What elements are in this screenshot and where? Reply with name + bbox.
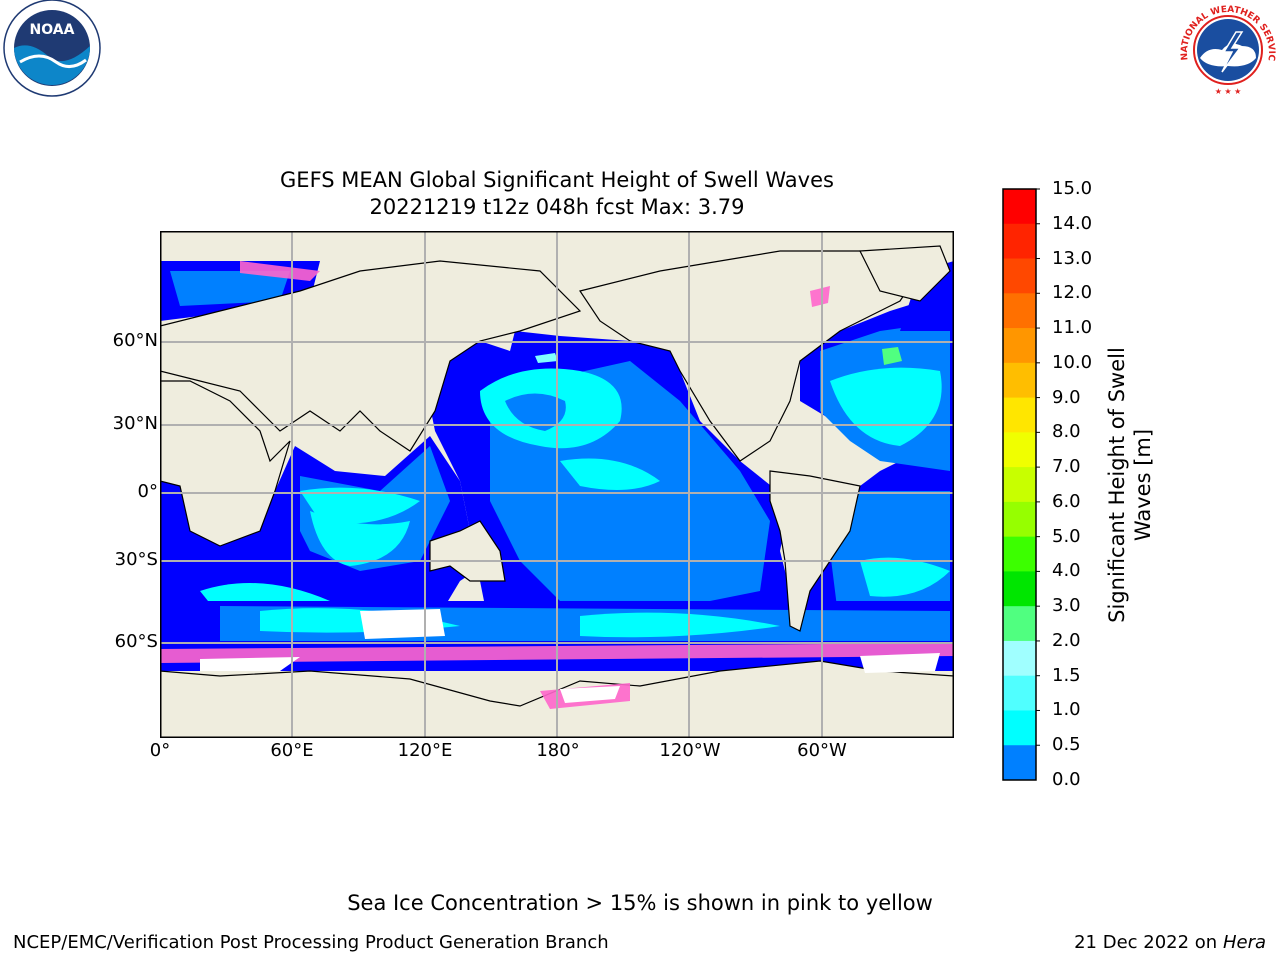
colorbar-segment: [1003, 640, 1036, 677]
africa: [160, 380, 291, 547]
colorbar-segment: [1003, 362, 1036, 399]
colorbar-segment: [1003, 432, 1036, 468]
colorbar-tick-label: 1.0: [1052, 699, 1081, 721]
colorbar-segment: [1003, 467, 1036, 503]
footer-date: 21 Dec 2022 on Hera: [1074, 932, 1266, 953]
colorbar-tick-label: 5.0: [1052, 525, 1081, 547]
colorbar: [1002, 188, 1040, 781]
footer-branch: NCEP/EMC/Verification Post Processing Pr…: [13, 932, 609, 953]
colorbar-segment: [1003, 328, 1036, 364]
swell-max-north-atlantic: [882, 347, 902, 365]
north-america: [579, 250, 921, 462]
colorbar-segment: [1003, 536, 1036, 572]
colorbar-tick-label: 12.0: [1052, 282, 1093, 304]
noaa-logo: NOAA: [3, 0, 101, 97]
swell-height-map: [160, 231, 954, 738]
colorbar-segment: [1003, 501, 1036, 538]
south-america: [769, 470, 861, 632]
chart-title: GEFS MEAN Global Significant Height of S…: [280, 168, 834, 192]
colorbar-tick-label: 10.0: [1052, 351, 1093, 373]
svg-text:★ ★ ★: ★ ★ ★: [1215, 87, 1242, 96]
lon-label-60e: 60°E: [270, 740, 314, 761]
colorbar-segment: [1003, 710, 1036, 746]
colorbar-tick-label: 2.0: [1052, 629, 1081, 651]
colorbar-segment: [1003, 745, 1036, 781]
lat-label-30n: 30°N: [112, 413, 158, 434]
lon-label-0: 0°: [149, 740, 171, 761]
greenland: [859, 245, 951, 302]
gridlines: [160, 231, 954, 738]
colorbar-segment: [1003, 223, 1036, 260]
colorbar-tick-label: 1.5: [1052, 664, 1081, 686]
lat-label-30s: 30°S: [114, 549, 158, 570]
colorbar-tick-label: 4.0: [1052, 560, 1081, 582]
nws-logo: NATIONAL WEATHER SERVICE ★ ★ ★: [1178, 2, 1276, 96]
australia: [429, 520, 506, 582]
colorbar-segment: [1003, 189, 1036, 225]
colorbar-tick-label: 13.0: [1052, 247, 1093, 269]
colorbar-segment: [1003, 258, 1036, 294]
colorbar-tick-label: 14.0: [1052, 212, 1093, 234]
sea-ice-note: Sea Ice Concentration > 15% is shown in …: [347, 891, 933, 915]
colorbar-tick-label: 3.0: [1052, 595, 1081, 617]
colorbar-segment: [1003, 397, 1036, 433]
eurasia: [160, 260, 582, 452]
lon-label-60w: 60°W: [797, 740, 847, 761]
colorbar-segment: [1003, 293, 1036, 329]
colorbar-segment: [1003, 675, 1036, 711]
colorbar-tick-label: 11.0: [1052, 317, 1093, 339]
sea-ice-core: [200, 653, 940, 703]
colorbar-label: Significant Height of Swell Waves [m]: [1105, 347, 1155, 623]
masked-region: [360, 609, 445, 639]
colorbar-segment: [1003, 606, 1036, 642]
colorbar-tick-label: 15.0: [1052, 178, 1093, 199]
lat-label-60s: 60°S: [114, 631, 158, 652]
colorbar-tick-label: 8.0: [1052, 421, 1081, 443]
lon-label-120w: 120°W: [659, 740, 721, 761]
colorbar-tick-label: 0.5: [1052, 734, 1081, 756]
chart-subtitle: 20221219 t12z 048h fcst Max: 3.79: [369, 195, 745, 219]
continents: [160, 245, 954, 738]
lon-label-120e: 120°E: [397, 740, 453, 761]
colorbar-tick-label: 9.0: [1052, 386, 1081, 408]
lat-label-0: 0°: [137, 481, 158, 502]
colorbar-tick-label: 6.0: [1052, 490, 1081, 512]
colorbar-tick-label: 0.0: [1052, 769, 1081, 790]
map-frame: [160, 231, 954, 738]
colorbar-tick-label: 7.0: [1052, 456, 1081, 478]
svg-text:NOAA: NOAA: [30, 22, 75, 38]
colorbar-segment: [1003, 571, 1036, 607]
lat-label-60n: 60°N: [112, 330, 158, 351]
lon-label-180: 180°: [536, 740, 580, 761]
